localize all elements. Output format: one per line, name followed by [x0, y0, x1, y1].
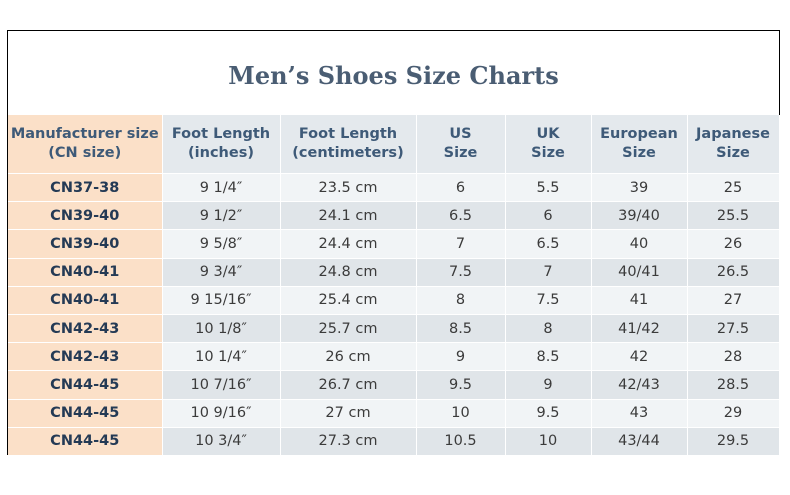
cell-foot-length-cm: 23.5 cm: [280, 173, 417, 203]
cell-cn-size: CN40-41: [8, 286, 163, 315]
cell-foot-length-inches: 10 9/16″: [162, 399, 281, 428]
table-row: CN42-43 10 1/4″ 26 cm 9 8.5 42 28: [8, 342, 780, 372]
cell-cn-size: CN42-43: [8, 342, 163, 372]
table-row: CN40-41 9 3/4″ 24.8 cm 7.5 7 40/41 26.5: [8, 258, 780, 287]
cell-uk-size: 9.5: [505, 399, 592, 428]
cell-european-size: 40: [591, 229, 688, 259]
cell-japanese-size: 29: [687, 399, 780, 428]
header-row: Manufacturer size (CN size) Foot Length (i…: [8, 115, 780, 174]
header-us-size: US Size: [416, 115, 506, 174]
cell-foot-length-inches: 10 3/4″: [162, 427, 281, 456]
cell-cn-size: CN44-45: [8, 399, 163, 428]
cell-foot-length-cm: 27.3 cm: [280, 427, 417, 456]
cell-european-size: 40/41: [591, 258, 688, 287]
cell-foot-length-cm: 25.4 cm: [280, 286, 417, 315]
cell-foot-length-inches: 9 3/4″: [162, 258, 281, 287]
cell-cn-size: CN44-45: [8, 427, 163, 456]
table-row: CN42-43 10 1/8″ 25.7 cm 8.5 8 41/42 27.5: [8, 314, 780, 344]
cell-cn-size: CN39-40: [8, 229, 163, 259]
cell-us-size: 9: [416, 342, 506, 372]
cell-foot-length-inches: 9 1/4″: [162, 173, 281, 203]
cell-european-size: 42: [591, 342, 688, 372]
cell-european-size: 43: [591, 399, 688, 428]
size-chart-frame: Men’s Shoes Size Charts Manufacturer siz…: [7, 30, 780, 456]
cell-uk-size: 9: [505, 370, 592, 400]
table-row: CN39-40 9 1/2″ 24.1 cm 6.5 6 39/40 25.5: [8, 201, 780, 231]
cell-uk-size: 10: [505, 427, 592, 456]
cell-foot-length-inches: 9 1/2″: [162, 201, 281, 231]
table-row: CN37-38 9 1/4″ 23.5 cm 6 5.5 39 25: [8, 173, 780, 203]
cell-foot-length-cm: 24.1 cm: [280, 201, 417, 231]
cell-japanese-size: 26: [687, 229, 780, 259]
cell-foot-length-inches: 10 7/16″: [162, 370, 281, 400]
cell-japanese-size: 29.5: [687, 427, 780, 456]
cell-us-size: 6: [416, 173, 506, 203]
cell-uk-size: 8: [505, 314, 592, 344]
cell-european-size: 41: [591, 286, 688, 315]
cell-japanese-size: 28.5: [687, 370, 780, 400]
cell-us-size: 10: [416, 399, 506, 428]
cell-us-size: 8: [416, 286, 506, 315]
cell-us-size: 7.5: [416, 258, 506, 287]
cell-cn-size: CN37-38: [8, 173, 163, 203]
cell-foot-length-cm: 26 cm: [280, 342, 417, 372]
cell-foot-length-inches: 9 5/8″: [162, 229, 281, 259]
cell-us-size: 9.5: [416, 370, 506, 400]
cell-foot-length-cm: 26.7 cm: [280, 370, 417, 400]
cell-uk-size: 8.5: [505, 342, 592, 372]
header-foot-length-inches: Foot Length (inches): [162, 115, 281, 174]
table-body: CN37-38 9 1/4″ 23.5 cm 6 5.5 39 25 CN39-40 9 1/2…: [8, 173, 780, 456]
cell-uk-size: 6: [505, 201, 592, 231]
header-manufacturer-size: Manufacturer size (CN size): [8, 115, 163, 174]
cell-japanese-size: 25: [687, 173, 780, 203]
cell-uk-size: 6.5: [505, 229, 592, 259]
table-row: CN44-45 10 7/16″ 26.7 cm 9.5 9 42/43 28.5: [8, 370, 780, 400]
cell-japanese-size: 27: [687, 286, 780, 315]
table-row: CN39-40 9 5/8″ 24.4 cm 7 6.5 40 26: [8, 229, 780, 259]
title-area: Men’s Shoes Size Charts: [8, 31, 779, 115]
size-chart-table: Manufacturer size (CN size) Foot Length (i…: [8, 115, 780, 456]
cell-japanese-size: 28: [687, 342, 780, 372]
table-row: CN40-41 9 15/16″ 25.4 cm 8 7.5 41 27: [8, 286, 780, 315]
cell-us-size: 7: [416, 229, 506, 259]
table-row: CN44-45 10 9/16″ 27 cm 10 9.5 43 29: [8, 399, 780, 428]
cell-uk-size: 5.5: [505, 173, 592, 203]
cell-japanese-size: 26.5: [687, 258, 780, 287]
cell-european-size: 42/43: [591, 370, 688, 400]
cell-foot-length-inches: 9 15/16″: [162, 286, 281, 315]
cell-foot-length-inches: 10 1/8″: [162, 314, 281, 344]
header-european-size: European Size: [591, 115, 688, 174]
cell-foot-length-cm: 25.7 cm: [280, 314, 417, 344]
cell-european-size: 43/44: [591, 427, 688, 456]
cell-foot-length-inches: 10 1/4″: [162, 342, 281, 372]
cell-european-size: 39: [591, 173, 688, 203]
cell-cn-size: CN39-40: [8, 201, 163, 231]
cell-us-size: 8.5: [416, 314, 506, 344]
cell-cn-size: CN40-41: [8, 258, 163, 287]
cell-japanese-size: 27.5: [687, 314, 780, 344]
table-row: CN44-45 10 3/4″ 27.3 cm 10.5 10 43/44 29.5: [8, 427, 780, 456]
cell-uk-size: 7.5: [505, 286, 592, 315]
header-uk-size: UK Size: [505, 115, 592, 174]
cell-foot-length-cm: 24.4 cm: [280, 229, 417, 259]
cell-european-size: 41/42: [591, 314, 688, 344]
cell-foot-length-cm: 27 cm: [280, 399, 417, 428]
cell-japanese-size: 25.5: [687, 201, 780, 231]
cell-us-size: 10.5: [416, 427, 506, 456]
header-foot-length-cm: Foot Length (centimeters): [280, 115, 417, 174]
header-japanese-size: Japanese Size: [687, 115, 780, 174]
cell-cn-size: CN42-43: [8, 314, 163, 344]
cell-foot-length-cm: 24.8 cm: [280, 258, 417, 287]
cell-uk-size: 7: [505, 258, 592, 287]
cell-cn-size: CN44-45: [8, 370, 163, 400]
cell-us-size: 6.5: [416, 201, 506, 231]
cell-european-size: 39/40: [591, 201, 688, 231]
chart-title: Men’s Shoes Size Charts: [228, 60, 559, 90]
